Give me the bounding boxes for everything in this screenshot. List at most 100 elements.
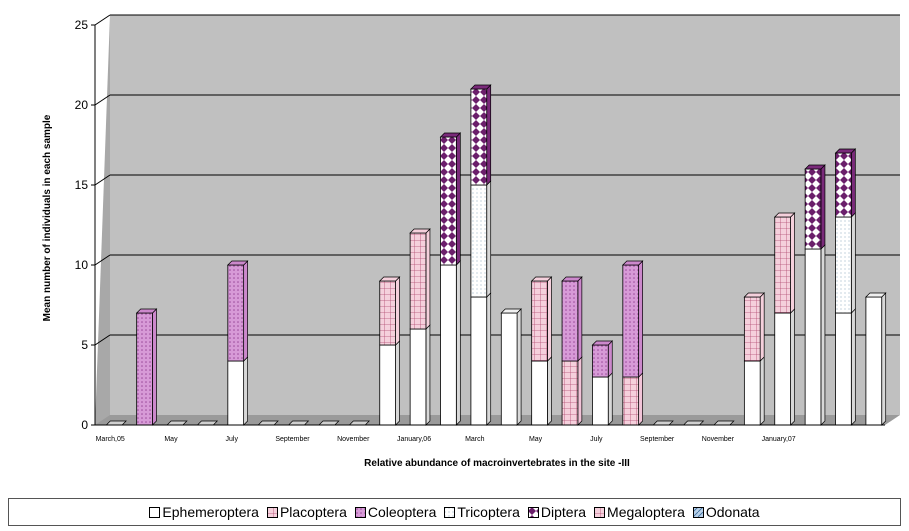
bar-top — [865, 292, 887, 298]
legend-item: Tricoptera — [444, 504, 520, 520]
x-axis-label: Relative abundance of macroinvertebrates… — [364, 458, 630, 469]
legend-item: Megaloptera — [594, 504, 685, 520]
bar-side — [850, 308, 856, 426]
bar-segment-diptera — [470, 88, 488, 186]
bar-top — [470, 84, 492, 90]
bar-side — [425, 228, 431, 330]
bar-top — [439, 132, 462, 138]
bar-side — [607, 340, 613, 378]
x-tick-label: May — [164, 436, 178, 443]
legend-swatch — [594, 506, 606, 518]
legend-label: Megaloptera — [607, 504, 685, 520]
x-tick-label: January,06 — [397, 436, 431, 443]
gridline-side — [94, 174, 111, 186]
bar-side — [516, 308, 522, 426]
bar-side — [486, 84, 492, 186]
y-axis: 0 5 10 15 20 25 — [75, 18, 885, 432]
x-tick-label: January,07 — [762, 436, 796, 443]
bar-segment-megaloptera — [531, 280, 548, 362]
bar-side — [547, 356, 552, 426]
bar-top — [287, 420, 310, 426]
bar-side — [425, 324, 431, 426]
bar-side — [547, 276, 552, 362]
x-tick-label: November — [337, 436, 370, 443]
y-tick-label: 5 — [81, 338, 88, 352]
x-tick-label: May — [529, 436, 543, 443]
y-tick-label: 0 — [81, 418, 88, 432]
gridline-side — [94, 94, 111, 106]
legend-item: Ephemeroptera — [149, 504, 259, 520]
x-tick-label: March,05 — [96, 436, 125, 443]
gridline-side — [94, 254, 111, 266]
bar-top — [561, 276, 583, 282]
bar-top — [348, 420, 371, 426]
y-tick-label: 10 — [75, 258, 89, 272]
x-tick-label: September — [275, 436, 310, 443]
bar-segment-diptera — [440, 136, 457, 266]
bar-segment-tricoptera — [835, 216, 852, 314]
bar-segment-placoptera — [622, 376, 640, 426]
y-axis-label: Mean number of individuals in each sampl… — [42, 114, 53, 321]
bar-top — [773, 212, 796, 218]
bar-segment-ephemeroptera — [835, 312, 852, 426]
bar-side — [577, 276, 583, 362]
bar-segment-megaloptera — [743, 296, 761, 362]
bar-segment-megaloptera — [409, 232, 427, 330]
bar-top — [804, 164, 826, 170]
bar-top — [105, 420, 127, 426]
bar-top — [713, 420, 735, 426]
bar-top — [743, 292, 766, 298]
bar-top — [500, 308, 522, 314]
bar-side — [638, 372, 643, 426]
bar-segment-diptera — [804, 168, 822, 250]
bar-side — [486, 292, 492, 426]
bar-side — [577, 356, 583, 426]
bar-side — [455, 260, 461, 426]
bar-segment-ephemeroptera — [440, 264, 457, 426]
bars — [105, 84, 887, 426]
bar-segment-ephemeroptera — [470, 296, 488, 426]
bar-segment-tricoptera — [470, 184, 488, 298]
bar-segment-ephemeroptera — [409, 328, 427, 426]
plot-side-wall — [95, 15, 110, 425]
bar-segment-ephemeroptera — [804, 248, 822, 426]
bar-segment-coleoptera — [561, 280, 579, 362]
x-tick-label: November — [702, 436, 735, 443]
bar-side — [881, 292, 887, 426]
bar-side — [395, 276, 400, 346]
bar-top — [226, 260, 249, 266]
bar-top — [378, 276, 401, 282]
bar-top — [318, 420, 340, 426]
legend-swatch — [527, 506, 539, 518]
legend-item: Diptera — [527, 504, 586, 520]
bar-side — [486, 180, 492, 298]
legend-label: Coleoptera — [367, 504, 437, 520]
bar-segment-coleoptera — [622, 264, 640, 378]
bar-side — [607, 372, 613, 426]
bar-segment-coleoptera — [136, 312, 153, 426]
y-tick-label: 25 — [75, 18, 89, 32]
bar-top — [682, 420, 705, 426]
bar-side — [790, 308, 795, 426]
bar-top — [621, 260, 644, 266]
legend-item: Coleoptera — [354, 504, 437, 520]
chart: 0 5 10 15 20 25 March,05 May July September Novem… — [42, 14, 900, 469]
legend-label: Odonata — [705, 504, 760, 520]
x-axis: March,05 May July September November January,… — [96, 436, 796, 443]
bar-side — [759, 292, 765, 362]
legend-item: Odonata — [692, 504, 760, 520]
bar-side — [152, 308, 157, 426]
bar-side — [820, 164, 826, 250]
bar-top — [834, 148, 857, 154]
legend: Ephemeroptera Placoptera Coleoptera Tricopt… — [8, 498, 901, 526]
bar-side — [638, 260, 643, 378]
bar-segment-diptera — [835, 152, 852, 218]
bar-top — [135, 308, 158, 314]
bar-top — [530, 276, 553, 282]
bar-top — [652, 420, 674, 426]
legend-label: Placoptera — [279, 504, 347, 520]
bar-segment-megaloptera — [379, 280, 396, 346]
x-tick-label: July — [590, 436, 603, 443]
bar-segment-ephemeroptera — [379, 344, 396, 426]
bar-segment-ephemeroptera — [865, 296, 883, 426]
